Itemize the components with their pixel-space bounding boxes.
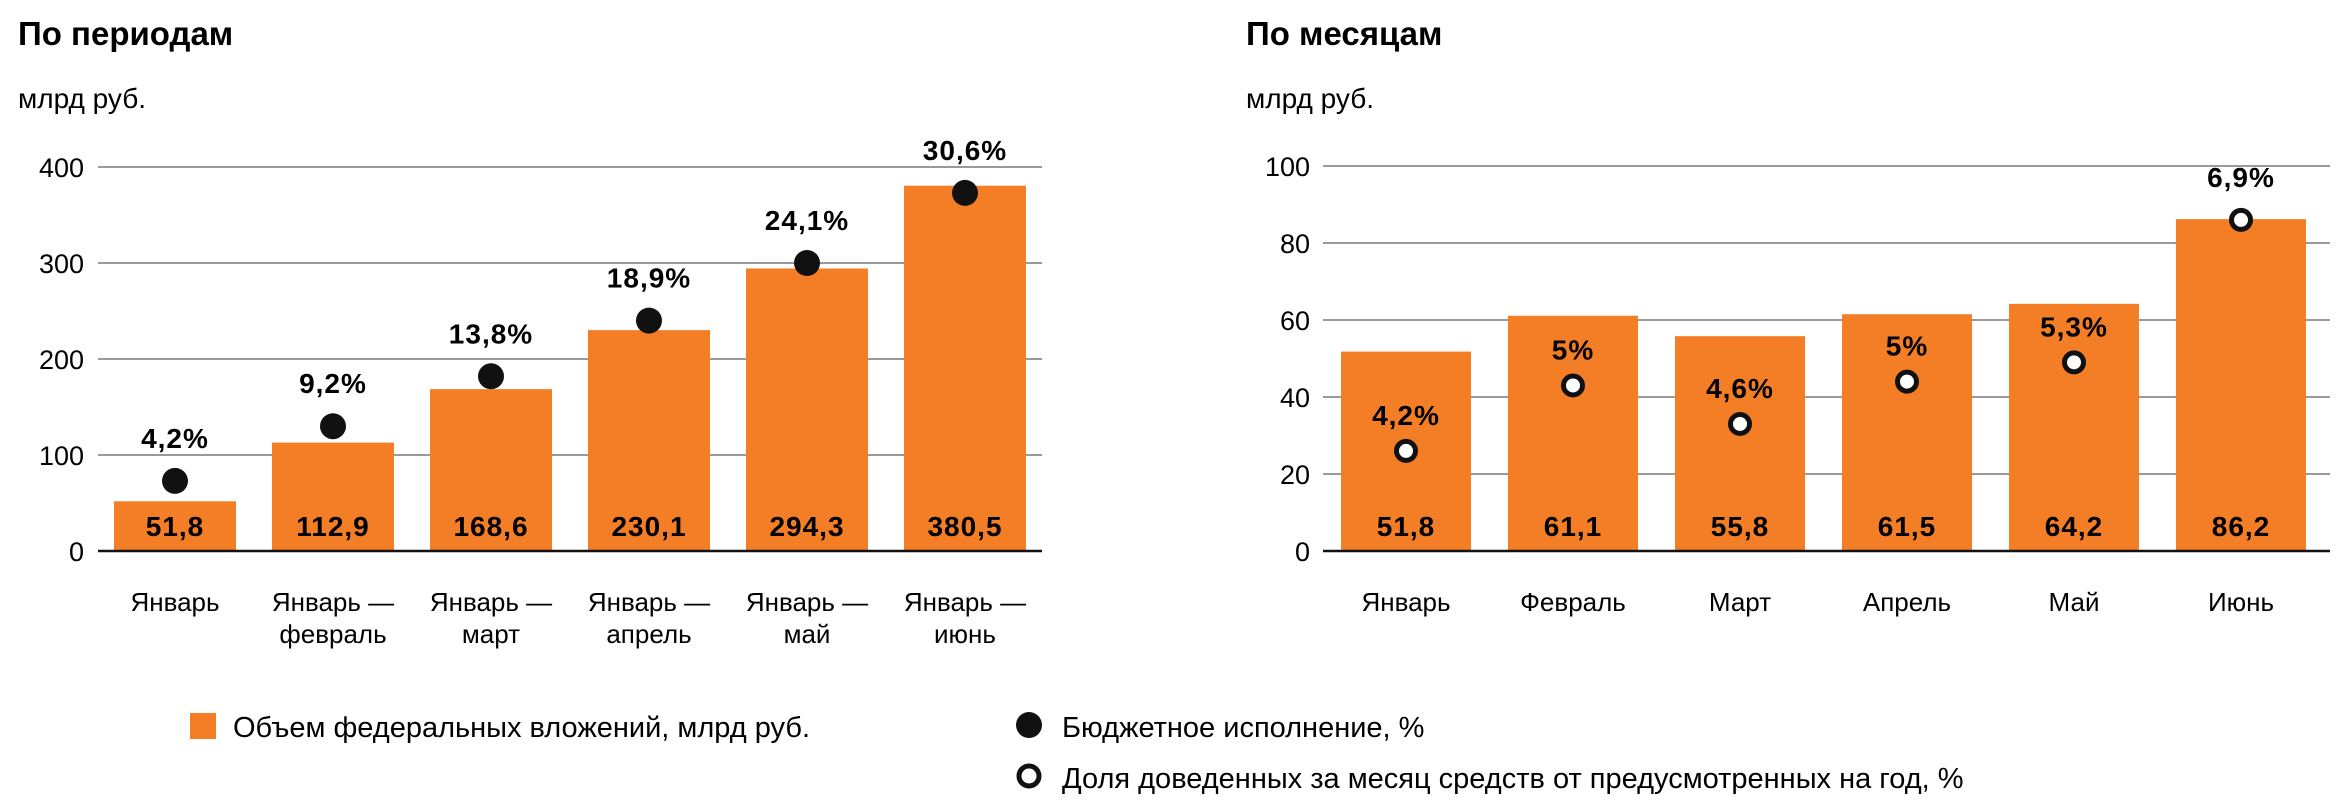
percent-label: 5,3% bbox=[2040, 311, 2108, 342]
bar bbox=[1508, 315, 1638, 551]
legend-bar-swatch bbox=[190, 713, 216, 739]
y-tick-label: 300 bbox=[39, 249, 84, 279]
bar-value-label: 64,2 bbox=[2045, 511, 2104, 542]
y-tick-label: 0 bbox=[1295, 537, 1310, 567]
chart-by-months: По месяцам млрд руб. 0 20 40 60 80 100 51,8 61,1 5… bbox=[1246, 15, 2330, 617]
chart-by-periods: По периодам млрд руб. 0 100 200 300 400 51,8 112… bbox=[18, 15, 1042, 649]
percent-label: 5% bbox=[1552, 334, 1594, 365]
bar bbox=[2009, 303, 2139, 551]
bar bbox=[114, 501, 236, 551]
y-tick-label: 400 bbox=[39, 153, 84, 183]
legend-ring-dot-icon bbox=[1016, 763, 1042, 789]
x-category-label: Январь — май bbox=[746, 587, 868, 649]
y-tick-label: 80 bbox=[1280, 229, 1310, 259]
percent-label: 13,8% bbox=[449, 318, 533, 349]
y-axis-unit: млрд руб. bbox=[18, 83, 146, 114]
x-category-label: Май bbox=[2049, 587, 2100, 617]
x-category-label: Январь bbox=[1361, 587, 1450, 617]
share-marker bbox=[1728, 411, 1752, 436]
percent-label: 4,6% bbox=[1706, 373, 1774, 404]
execution-marker bbox=[320, 413, 346, 440]
share-marker bbox=[1895, 369, 1919, 394]
legend-filled-dot-label: Бюджетное исполнение, % bbox=[1062, 712, 1424, 744]
share-marker bbox=[2062, 350, 2086, 375]
percent-label: 18,9% bbox=[607, 263, 691, 294]
y-tick-label: 100 bbox=[1265, 152, 1310, 182]
bar-value-label: 55,8 bbox=[1711, 511, 1770, 542]
execution-marker bbox=[794, 250, 820, 276]
x-category-label: Январь — март bbox=[430, 587, 552, 649]
percent-label: 30,6% bbox=[923, 135, 1007, 166]
percent-label: 5% bbox=[1886, 331, 1928, 362]
bar-value-label: 61,1 bbox=[1544, 511, 1603, 542]
bar-value-label: 61,5 bbox=[1878, 511, 1937, 542]
bar-value-label: 86,2 bbox=[2212, 511, 2271, 542]
share-marker bbox=[2229, 207, 2253, 232]
x-category-label: Апрель bbox=[1863, 587, 1951, 617]
x-category-label: Январь bbox=[130, 587, 219, 617]
bar-value-label: 51,8 bbox=[1377, 511, 1436, 542]
bar bbox=[272, 442, 394, 551]
percent-label: 6,9% bbox=[2207, 162, 2275, 193]
legend-bar-label: Объем федеральных вложений, млрд руб. bbox=[233, 712, 810, 744]
percent-label: 9,2% bbox=[299, 368, 367, 399]
chart-title: По периодам bbox=[18, 15, 233, 52]
y-tick-label: 20 bbox=[1280, 460, 1310, 490]
bar bbox=[430, 389, 552, 551]
percent-label: 4,2% bbox=[141, 423, 209, 454]
y-tick-label: 60 bbox=[1280, 306, 1310, 336]
y-tick-label: 40 bbox=[1280, 383, 1310, 413]
execution-marker bbox=[478, 363, 504, 390]
bar bbox=[746, 268, 868, 551]
execution-marker bbox=[162, 467, 188, 494]
x-category-label: Июнь bbox=[2208, 587, 2274, 617]
x-category-label: Январь — июнь bbox=[904, 587, 1026, 649]
share-marker bbox=[1394, 438, 1418, 463]
y-tick-label: 0 bbox=[69, 537, 84, 567]
execution-marker bbox=[952, 179, 978, 206]
bar-value-label: 112,9 bbox=[296, 511, 370, 542]
y-axis-unit: млрд руб. bbox=[1246, 83, 1374, 114]
share-marker bbox=[1561, 373, 1585, 398]
chart-title: По месяцам bbox=[1246, 15, 1442, 52]
bar bbox=[1675, 336, 1805, 551]
x-category-label: Январь — февраль bbox=[272, 587, 394, 649]
bar-value-label: 294,3 bbox=[769, 511, 844, 542]
legend-filled-dot-icon bbox=[1016, 712, 1042, 738]
bar-value-label: 380,5 bbox=[927, 511, 1002, 542]
y-tick-label: 100 bbox=[39, 441, 84, 471]
bar-value-label: 230,1 bbox=[611, 511, 686, 542]
x-category-label: Февраль bbox=[1520, 587, 1626, 617]
execution-marker bbox=[636, 307, 662, 334]
y-tick-label: 200 bbox=[39, 345, 84, 375]
bar-value-label: 168,6 bbox=[453, 511, 528, 542]
x-category-label: Январь — апрель bbox=[588, 587, 710, 649]
percent-label: 24,1% bbox=[765, 205, 849, 236]
bar bbox=[1842, 314, 1972, 551]
legend: Объем федеральных вложений, млрд руб. Бю… bbox=[190, 712, 1964, 795]
bar-value-label: 51,8 bbox=[146, 511, 205, 542]
percent-label: 4,2% bbox=[1372, 400, 1440, 431]
bar bbox=[588, 330, 710, 551]
bar bbox=[904, 185, 1026, 551]
bar bbox=[2176, 219, 2306, 551]
legend-ring-dot-label: Доля доведенных за месяц средств от пред… bbox=[1062, 763, 1964, 795]
x-category-label: Март bbox=[1709, 587, 1771, 617]
